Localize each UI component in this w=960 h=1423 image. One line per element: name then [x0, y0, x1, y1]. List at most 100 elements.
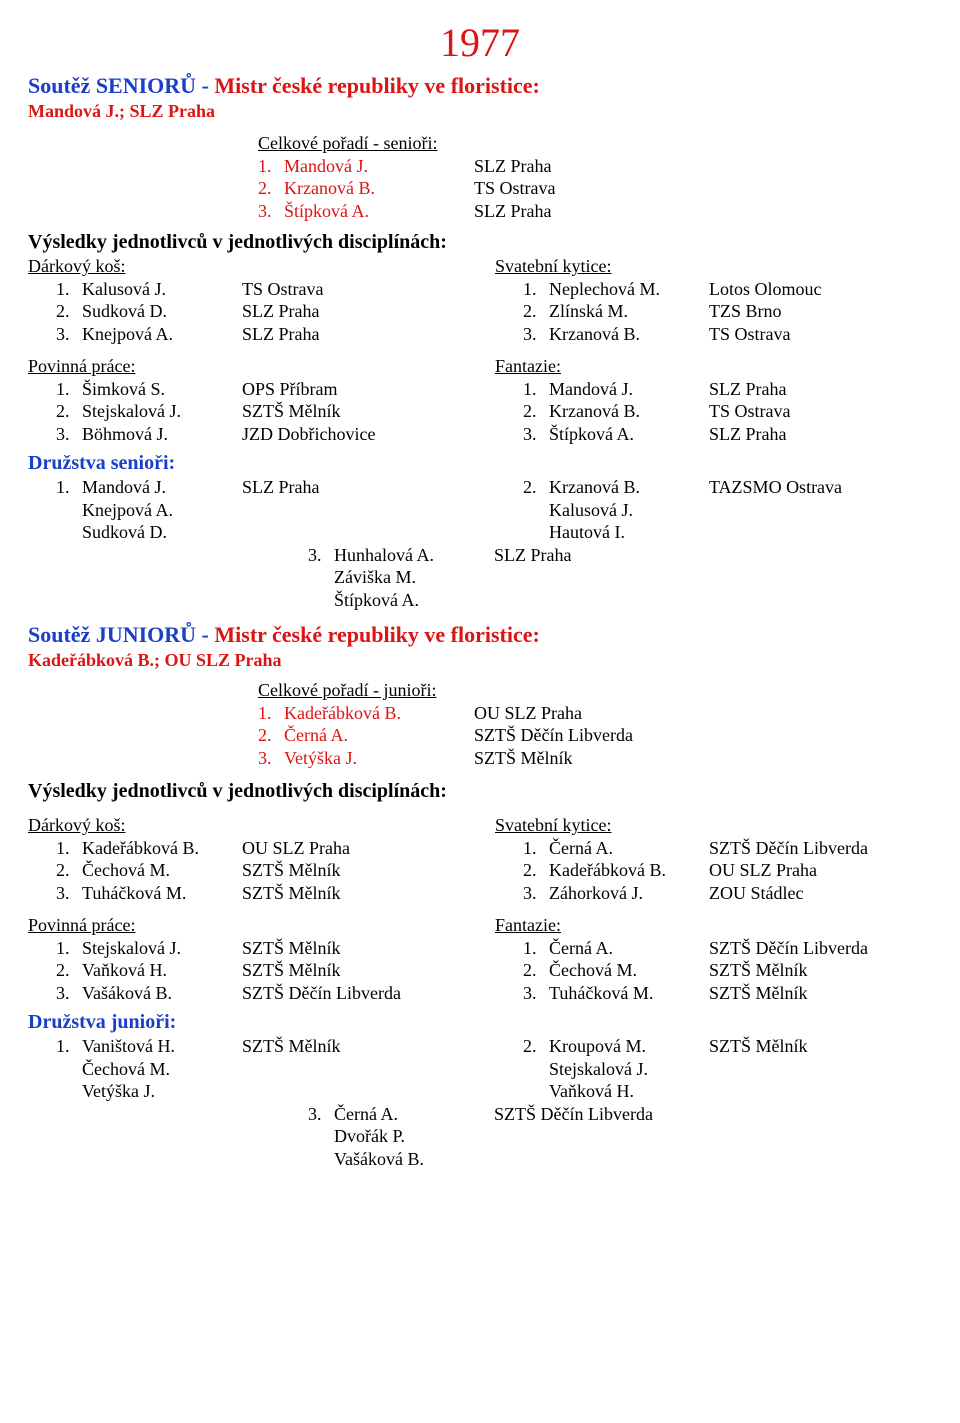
name: Tuháčková M. — [82, 882, 242, 905]
org: SLZ Praha — [242, 323, 319, 346]
name: Kadeřábková B. — [284, 702, 474, 725]
name: Černá A. — [549, 937, 709, 960]
darkovy-title: Dárkový koš: — [28, 814, 465, 837]
org: OU SLZ Praha — [242, 837, 350, 860]
junior-fantazie: Fantazie: 1.Černá A.SZTŠ Děčín Libverda … — [495, 914, 932, 1004]
rank: 2. — [523, 1035, 549, 1058]
svatebni-title: Svatební kytice: — [495, 814, 932, 837]
rank: 1. — [258, 702, 284, 725]
org: JZD Dobřichovice — [242, 423, 375, 446]
name: Kadeřábková B. — [549, 859, 709, 882]
name: Mandová J. — [549, 378, 709, 401]
name: Krzanová B. — [549, 323, 709, 346]
org: SZTŠ Mělník — [242, 882, 341, 905]
rank: 2. — [56, 400, 82, 423]
org: OPS Příbram — [242, 378, 338, 401]
org: SZTŠ Děčín Libverda — [242, 982, 401, 1005]
rank: 1. — [258, 155, 284, 178]
senior-overall-title: Celkové pořadí - senioři: — [258, 132, 932, 155]
junior-heading: Soutěž JUNIORŮ - Mistr české republiky v… — [28, 621, 932, 649]
junior-povinna: Povinná práce: 1.Stejskalová J.SZTŠ Měln… — [28, 914, 465, 1004]
name: Knejpová A. — [82, 323, 242, 346]
org: SZTŠ Mělník — [242, 1035, 341, 1058]
povinna-title: Povinná práce: — [28, 914, 465, 937]
rank: 3. — [56, 323, 82, 346]
rank: 3. — [258, 747, 284, 770]
name: Krzanová B. — [549, 400, 709, 423]
name: Černá A. — [284, 724, 474, 747]
senior-svatebni: Svatební kytice: 1.Neplechová M.Lotos Ol… — [495, 255, 932, 345]
rank: 3. — [523, 982, 549, 1005]
team-lead: Mandová J. — [82, 476, 242, 499]
name: Vaňková H. — [82, 959, 242, 982]
name: Zlínská M. — [549, 300, 709, 323]
rank: 1. — [56, 837, 82, 860]
rank: 1. — [56, 476, 82, 499]
org: SZTŠ Mělník — [709, 982, 808, 1005]
rank: 2. — [56, 300, 82, 323]
team-member: Stejskalová J. — [523, 1058, 932, 1081]
org: SLZ Praha — [709, 378, 786, 401]
name: Stejskalová J. — [82, 400, 242, 423]
rank: 3. — [56, 882, 82, 905]
org: SZTŠ Mělník — [242, 937, 341, 960]
org: SLZ Praha — [709, 423, 786, 446]
name: Böhmová J. — [82, 423, 242, 446]
junior-overall-block: Celkové pořadí - junioři: 1. Kadeřábková… — [28, 679, 932, 769]
org: TZS Brno — [709, 300, 782, 323]
team-member: Štípková A. — [308, 589, 932, 612]
org: SZTŠ Mělník — [709, 959, 808, 982]
name: Šimková S. — [82, 378, 242, 401]
senior-disc-row-2: Povinná práce: 1.Šimková S.OPS Příbram 2… — [28, 355, 932, 445]
team-member: Čechová M. — [56, 1058, 465, 1081]
name: Kalusová J. — [82, 278, 242, 301]
senior-disciplines-title: Výsledky jednotlivců v jednotlivých disc… — [28, 230, 932, 255]
rank: 1. — [56, 937, 82, 960]
org: ZOU Stádlec — [709, 882, 803, 905]
rank: 1. — [523, 937, 549, 960]
rank: 3. — [308, 1103, 334, 1126]
org: SZTŠ Mělník — [242, 400, 341, 423]
team-lead: Hunhalová A. — [334, 544, 494, 567]
team-member: Sudková D. — [56, 521, 465, 544]
year-title: 1977 — [28, 18, 932, 68]
org: TS Ostrava — [709, 323, 790, 346]
name: Vetýška J. — [284, 747, 474, 770]
junior-svatebni: Svatební kytice: 1.Černá A.SZTŠ Děčín Li… — [495, 814, 932, 904]
org: SZTŠ Mělník — [242, 859, 341, 882]
team-member: Záviška M. — [308, 566, 932, 589]
povinna-title: Povinná práce: — [28, 355, 465, 378]
org: OU SLZ Praha — [709, 859, 817, 882]
rank: 2. — [523, 476, 549, 499]
team-lead: Kroupová M. — [549, 1035, 709, 1058]
name: Vašáková B. — [82, 982, 242, 1005]
overall-row: 3. Štípková A. SLZ Praha — [258, 200, 932, 223]
senior-heading-black: Soutěž SENIORŮ - — [28, 73, 214, 98]
fantazie-title: Fantazie: — [495, 355, 932, 378]
svatebni-title: Svatební kytice: — [495, 255, 932, 278]
org: SLZ Praha — [474, 200, 551, 223]
rank: 3. — [523, 882, 549, 905]
rank: 3. — [308, 544, 334, 567]
org: SLZ Praha — [242, 300, 319, 323]
overall-row: 2. Krzanová B. TS Ostrava — [258, 177, 932, 200]
senior-team-3: 3.Hunhalová A.SLZ Praha Záviška M. Štípk… — [28, 544, 932, 612]
name: Sudková D. — [82, 300, 242, 323]
name: Záhorková J. — [549, 882, 709, 905]
senior-teams-title: Družstva senioři: — [28, 451, 932, 476]
junior-team-2: 2.Kroupová M.SZTŠ Mělník Stejskalová J. … — [495, 1035, 932, 1103]
org: SLZ Praha — [474, 155, 551, 178]
junior-heading-black: Soutěž JUNIORŮ - — [28, 622, 214, 647]
junior-disc-row-1: Dárkový koš: 1.Kadeřábková B.OU SLZ Prah… — [28, 814, 932, 904]
org: SZTŠ Děčín Libverda — [474, 724, 633, 747]
senior-disc-row-1: Dárkový koš: 1.Kalusová J.TS Ostrava 2.S… — [28, 255, 932, 345]
senior-overall-block: Celkové pořadí - senioři: 1. Mandová J. … — [28, 132, 932, 222]
org: SZTŠ Děčín Libverda — [709, 937, 868, 960]
rank: 2. — [523, 300, 549, 323]
senior-winner: Mandová J.; SLZ Praha — [28, 100, 932, 123]
rank: 1. — [56, 378, 82, 401]
fantazie-title: Fantazie: — [495, 914, 932, 937]
org: TS Ostrava — [709, 400, 790, 423]
junior-disciplines-title: Výsledky jednotlivců v jednotlivých disc… — [28, 779, 932, 804]
junior-teams-row: 1.Vaništová H.SZTŠ Mělník Čechová M. Vet… — [28, 1035, 932, 1103]
